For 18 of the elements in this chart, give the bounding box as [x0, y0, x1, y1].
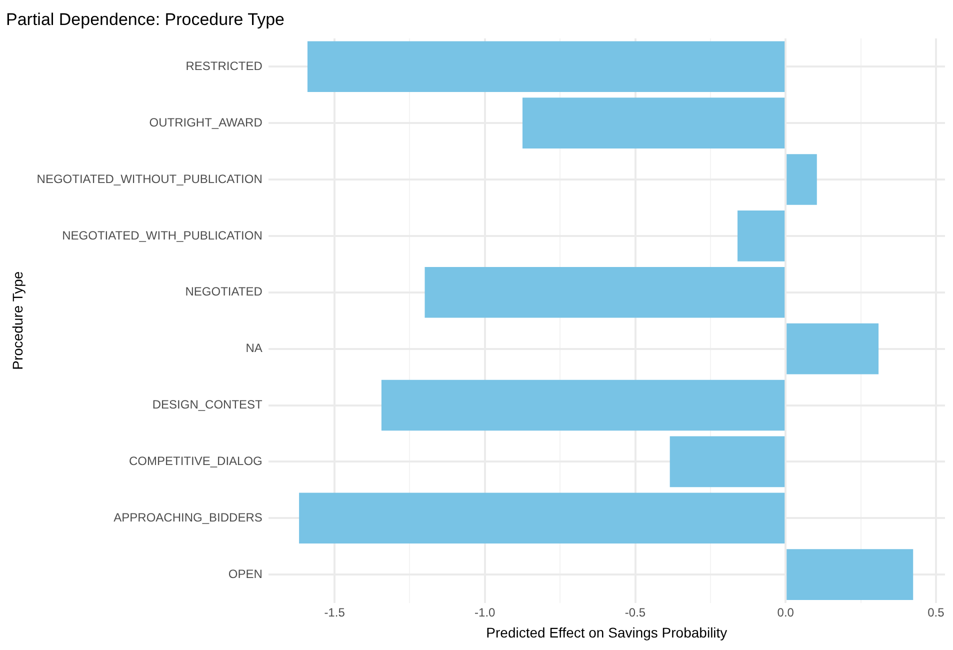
- chart-title: Partial Dependence: Procedure Type: [6, 10, 284, 29]
- y-tick-label: APPROACHING_BIDDERS: [114, 510, 262, 524]
- x-tick-label: -1.5: [324, 605, 346, 620]
- y-tick-label: NEGOTIATED: [185, 284, 263, 299]
- y-tick-label: NEGOTIATED_WITHOUT_PUBLICATION: [36, 172, 262, 186]
- x-tick-label: -1.0: [474, 605, 496, 620]
- y-tick-label: OUTRIGHT_AWARD: [149, 115, 263, 130]
- x-axis-title: Predicted Effect on Savings Probability: [486, 624, 728, 640]
- y-tick-label: COMPETITIVE_DIALOG: [129, 454, 262, 468]
- y-tick-label: NEGOTIATED_WITH_PUBLICATION: [62, 228, 262, 242]
- y-tick-label: NA: [246, 341, 262, 356]
- x-tick-label: 0.0: [777, 605, 794, 620]
- y-axis-title: Procedure Type: [9, 271, 26, 370]
- x-tick-label: 0.5: [928, 605, 945, 620]
- x-tick-label: -0.5: [624, 605, 646, 620]
- y-tick-label: RESTRICTED: [186, 58, 263, 73]
- y-tick-label: OPEN: [228, 566, 262, 581]
- y-tick-label: DESIGN_CONTEST: [152, 398, 264, 412]
